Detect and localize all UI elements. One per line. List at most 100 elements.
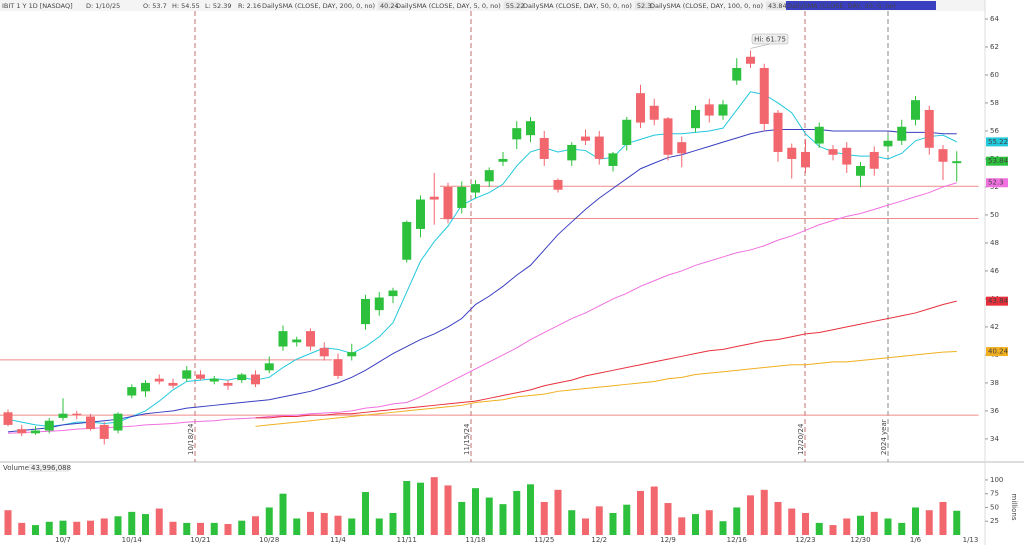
y-tick-label: 56 <box>990 127 999 135</box>
x-tick-label: 12/30 <box>850 536 870 544</box>
y-tick-label: 58 <box>990 99 999 107</box>
candle-body <box>154 378 164 382</box>
x-tick-label: 12/2 <box>591 536 607 544</box>
candle-body <box>608 153 618 166</box>
volume-bar <box>637 490 644 535</box>
candle-body <box>361 298 370 325</box>
candle-body <box>897 126 907 141</box>
candle-body <box>526 121 535 136</box>
low: L: 52.39 <box>205 2 232 10</box>
candle-body <box>31 430 40 434</box>
volume-bar <box>678 517 686 535</box>
volume-bar <box>197 522 204 535</box>
volume-tick-label: 50 <box>990 503 999 511</box>
volume-bar <box>472 488 479 535</box>
candle-body <box>168 382 178 386</box>
candle-body <box>72 413 82 416</box>
value-box <box>986 137 1008 147</box>
last-price-label: 53.84 <box>988 157 1009 165</box>
x-tick-label: 12/16 <box>727 536 748 544</box>
legend-value-box <box>378 1 399 10</box>
legend-value: 40.24 <box>380 2 399 10</box>
volume-bar <box>307 511 314 535</box>
volume-bar <box>664 503 672 535</box>
last-price-box <box>986 156 1008 166</box>
volume-bar <box>870 511 878 535</box>
volume-unit: millions <box>1010 494 1018 521</box>
candle-body <box>636 93 645 123</box>
candle-body <box>471 184 480 193</box>
high-callout-text: Hi: 61.75 <box>754 36 786 44</box>
candle-body <box>649 105 659 120</box>
value-box-label: 55.22 <box>988 138 1008 146</box>
volume-bar <box>513 490 521 535</box>
sma-line <box>7 182 957 434</box>
volume-bar <box>815 522 823 535</box>
volume-bar <box>348 518 356 535</box>
volume-value-box <box>29 464 69 472</box>
x-tick-label: 11/25 <box>534 536 554 544</box>
volume-bar <box>499 504 507 535</box>
legend-value: 55.22 <box>506 2 525 10</box>
candle-body <box>182 370 192 379</box>
candle-body <box>223 382 233 386</box>
candle-body <box>347 352 357 357</box>
volume-bar <box>760 489 768 535</box>
volume-bar <box>939 501 947 535</box>
volume-bar <box>252 516 259 535</box>
candle-body <box>416 199 425 229</box>
x-tick-label: 1/13 <box>963 536 979 544</box>
candle-body <box>457 186 467 208</box>
x-tick-label: 11/11 <box>397 536 417 544</box>
date: D: 1/10/25 <box>86 2 120 10</box>
candle-body <box>264 363 274 371</box>
volume-bar <box>265 507 273 535</box>
volume-bar <box>375 518 383 535</box>
candle-body <box>484 170 494 182</box>
volume-bar <box>705 510 713 535</box>
open: O: 53.7 <box>143 2 167 10</box>
volume-bar <box>59 520 67 535</box>
volume-bar <box>692 514 699 535</box>
legend-value-box <box>503 1 524 10</box>
volume-bar <box>458 501 466 535</box>
candle-body <box>209 378 219 382</box>
candle-body <box>113 413 123 431</box>
candle-body <box>141 382 150 392</box>
sma-line <box>255 351 957 427</box>
candle-body <box>663 118 673 155</box>
volume-tick-label: 100 <box>990 476 1003 484</box>
candle-body <box>856 165 865 176</box>
volume-bar <box>417 482 424 535</box>
x-tick-label: 10/7 <box>55 536 71 544</box>
value-box <box>986 347 1008 357</box>
volume-bar <box>884 518 892 535</box>
candle-body <box>44 420 54 431</box>
volume-bar <box>925 510 933 535</box>
volume-bar <box>334 515 342 535</box>
volume-bar <box>802 512 809 535</box>
volume-bar <box>898 522 906 535</box>
candle-body <box>498 158 508 162</box>
candle-body <box>58 413 68 418</box>
y-tick-label: 60 <box>990 71 999 79</box>
volume-bar <box>774 501 782 535</box>
candle-body <box>292 339 302 343</box>
volume-bar <box>238 520 246 535</box>
candle-body <box>622 119 632 145</box>
candle-body <box>746 56 755 64</box>
legend-name: DailySMA (CLOSE, DAY, 5, 0, no) <box>396 2 501 10</box>
candle-body <box>704 104 714 116</box>
volume-bar <box>210 522 218 535</box>
y-tick-label: 48 <box>990 239 999 247</box>
volume-bar <box>293 518 301 535</box>
high: H: 54.55 <box>172 2 200 10</box>
candle-body <box>938 149 948 162</box>
volume-bar <box>128 511 136 535</box>
candle-body <box>237 374 247 381</box>
candle-body <box>883 140 893 147</box>
event-label: 10/18/24 <box>187 423 195 455</box>
candle-body <box>402 221 412 260</box>
volume-bar <box>444 485 452 535</box>
candle-body <box>869 151 879 169</box>
